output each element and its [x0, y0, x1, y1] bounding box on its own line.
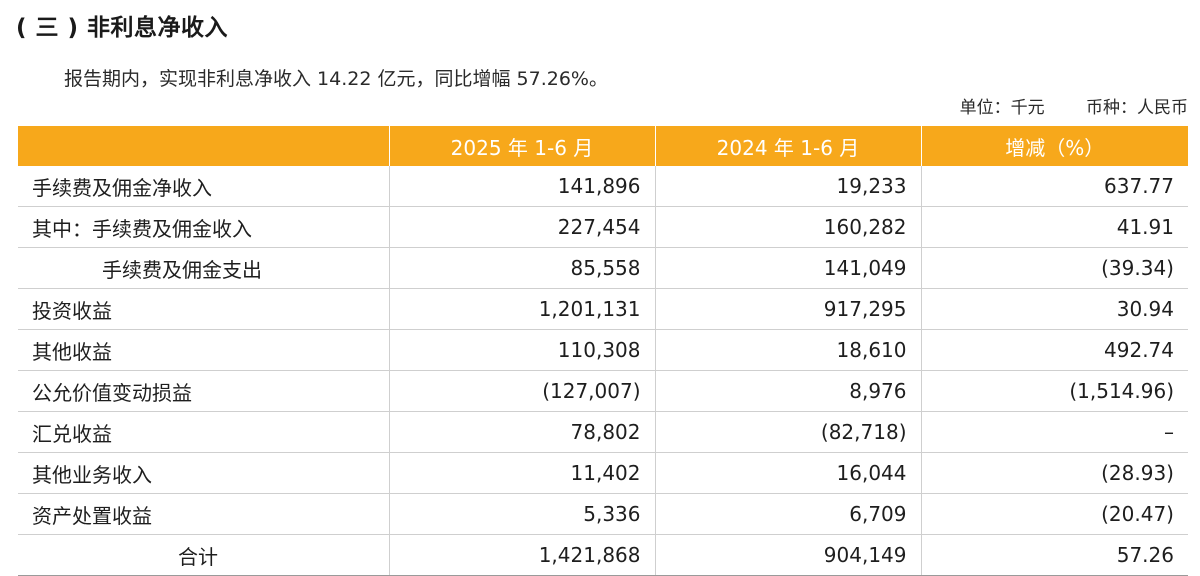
section-title: ( 三 ) 非利息净收入 — [16, 15, 229, 41]
value-2025: 5,336 — [388, 493, 655, 535]
table-header-row: 2025 年 1-6 月 2024 年 1-6 月 增减（%） — [18, 126, 1188, 166]
unit-label: 单位：千元 — [959, 98, 1045, 118]
row-label: 手续费及佣金净收入 — [18, 166, 389, 207]
row-label: 其他收益 — [18, 329, 389, 371]
table-row: 手续费及佣金支出 85,558 141,049 (39.34) — [18, 247, 1188, 289]
value-change: (20.47) — [920, 493, 1188, 535]
unit-line: 单位：千元 币种：人民币 — [960, 93, 1188, 118]
table-row: 投资收益 1,201,131 917,295 30.94 — [18, 288, 1188, 330]
row-label: 其中：手续费及佣金收入 — [18, 206, 389, 248]
value-change: (1,514.96) — [920, 370, 1188, 412]
value-2025: (127,007) — [388, 370, 655, 412]
value-2024: 19,233 — [654, 166, 921, 207]
header-item — [18, 126, 389, 166]
value-2025: 78,802 — [388, 411, 655, 453]
intro-paragraph: 报告期内，实现非利息净收入 14.22 亿元，同比增幅 57.26%。 — [64, 68, 608, 90]
header-2025: 2025 年 1-6 月 — [388, 126, 655, 166]
table-row: 汇兑收益 78,802 (82,718) – — [18, 411, 1188, 453]
row-label: 投资收益 — [18, 288, 389, 330]
row-label: 手续费及佣金支出 — [18, 247, 389, 289]
total-change: 57.26 — [920, 534, 1188, 576]
value-2025: 141,896 — [388, 166, 655, 207]
row-label: 公允价值变动损益 — [18, 370, 389, 412]
table-row: 其他收益 110,308 18,610 492.74 — [18, 329, 1188, 371]
value-change: 30.94 — [920, 288, 1188, 330]
value-2025: 1,201,131 — [388, 288, 655, 330]
value-change: 492.74 — [920, 329, 1188, 371]
total-2024: 904,149 — [654, 534, 921, 576]
value-change: (39.34) — [920, 247, 1188, 289]
currency-label: 币种：人民币 — [1086, 98, 1188, 118]
table-row: 公允价值变动损益 (127,007) 8,976 (1,514.96) — [18, 370, 1188, 412]
header-2024: 2024 年 1-6 月 — [654, 126, 921, 166]
value-2025: 11,402 — [388, 452, 655, 494]
table-row: 手续费及佣金净收入 141,896 19,233 637.77 — [18, 166, 1188, 207]
total-label: 合计 — [18, 534, 389, 576]
value-2024: (82,718) — [654, 411, 921, 453]
value-2025: 85,558 — [388, 247, 655, 289]
value-2024: 160,282 — [654, 206, 921, 248]
value-2024: 6,709 — [654, 493, 921, 535]
row-label: 资产处置收益 — [18, 493, 389, 535]
table-row: 其中：手续费及佣金收入 227,454 160,282 41.91 — [18, 206, 1188, 248]
value-2024: 917,295 — [654, 288, 921, 330]
value-2024: 8,976 — [654, 370, 921, 412]
value-2025: 110,308 — [388, 329, 655, 371]
value-change: – — [920, 411, 1188, 453]
non-interest-income-table: 2025 年 1-6 月 2024 年 1-6 月 增减（%） 手续费及佣金净收… — [18, 126, 1188, 576]
value-change: (28.93) — [920, 452, 1188, 494]
value-change: 637.77 — [920, 166, 1188, 207]
total-2025: 1,421,868 — [388, 534, 655, 576]
value-change: 41.91 — [920, 206, 1188, 248]
header-change: 增减（%） — [920, 126, 1188, 166]
row-label: 其他业务收入 — [18, 452, 389, 494]
value-2024: 141,049 — [654, 247, 921, 289]
value-2024: 18,610 — [654, 329, 921, 371]
table-row: 资产处置收益 5,336 6,709 (20.47) — [18, 493, 1188, 535]
value-2024: 16,044 — [654, 452, 921, 494]
table-total-row: 合计 1,421,868 904,149 57.26 — [18, 534, 1188, 576]
value-2025: 227,454 — [388, 206, 655, 248]
row-label: 汇兑收益 — [18, 411, 389, 453]
table-row: 其他业务收入 11,402 16,044 (28.93) — [18, 452, 1188, 494]
